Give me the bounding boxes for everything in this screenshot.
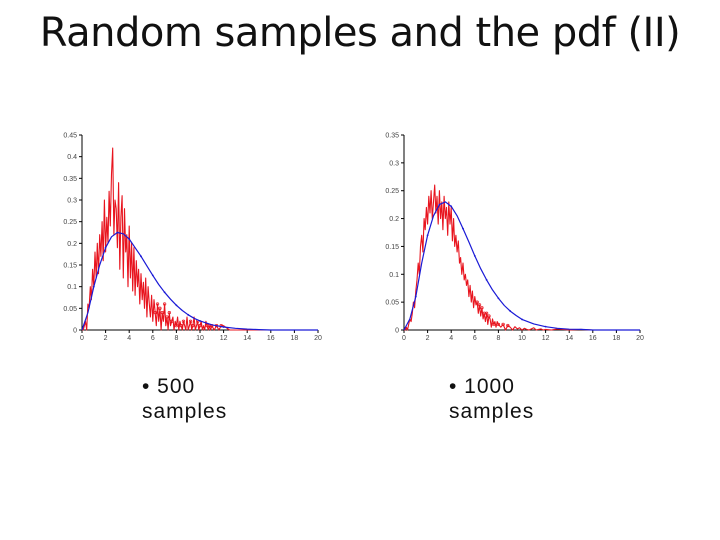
x-tick-label: 8	[496, 335, 500, 342]
sample-point	[484, 311, 489, 315]
pdf-point	[426, 234, 429, 237]
pdf-point	[92, 285, 95, 288]
pdf-point	[438, 203, 441, 206]
pdf-point	[497, 297, 500, 300]
sample-point	[155, 302, 160, 306]
sample-point	[167, 311, 171, 315]
pdf-point	[544, 325, 547, 328]
y-tick-label: 0.05	[63, 306, 77, 313]
caption-unit: samples	[449, 400, 535, 423]
pdf-point	[473, 255, 476, 257]
x-tick-label: 10	[518, 335, 526, 342]
y-tick-label: 0.4	[67, 154, 77, 161]
pdf-point	[175, 304, 178, 307]
x-tick-label: 18	[291, 335, 299, 342]
x-tick-label: 16	[267, 335, 275, 342]
pdf-point	[187, 313, 190, 316]
caption-count: • 1000	[449, 375, 515, 398]
pdf-point	[104, 246, 107, 249]
sample-point	[170, 319, 174, 323]
pdf-line	[81, 231, 318, 331]
chart-500-samples: 0 0.05 0.1 0.15 0.2 0.25 0.3 0.35 0.4 0.45 0 2 4 6 8 10…	[63, 133, 322, 343]
caption-500-samples: • 500 samples	[142, 374, 227, 424]
y-tick-label: 0.25	[385, 188, 399, 195]
pdf-point	[199, 320, 201, 322]
x-tick-label: 6	[151, 335, 155, 342]
x-tick-label: 4	[127, 335, 131, 342]
x-tick-label: 8	[174, 335, 178, 342]
sample-point	[188, 319, 193, 323]
x-tick-label: 16	[589, 335, 597, 342]
pdf-point	[414, 295, 417, 298]
y-tick-label: 0.1	[389, 272, 399, 279]
sample-point	[487, 314, 491, 318]
sample-point	[158, 306, 162, 310]
sample-point	[198, 324, 202, 328]
x-tick-label: 4	[449, 335, 453, 342]
x-tick-label: 20	[314, 335, 322, 342]
sample-point	[506, 323, 510, 328]
sample-point	[492, 322, 496, 327]
x-tick-label: 2	[104, 335, 108, 342]
x-tick-label: 10	[196, 335, 204, 342]
x-tick-label: 14	[243, 335, 251, 342]
pdf-point	[163, 291, 166, 294]
x-tick-label: 0	[80, 335, 84, 342]
sample-point	[179, 324, 183, 328]
caption-1000-samples: • 1000 samples	[449, 374, 534, 424]
sample-point	[475, 300, 479, 304]
pdf-point	[222, 326, 225, 328]
caption-count: • 500	[142, 375, 196, 398]
y-tick-label: 0.3	[389, 160, 399, 167]
pdf-point	[509, 310, 512, 312]
y-tick-label: 0.35	[385, 133, 399, 140]
sample-point	[501, 322, 505, 327]
pdf-line	[403, 201, 640, 331]
x-tick-label: 20	[636, 335, 644, 342]
pdf-point	[151, 274, 154, 277]
y-tick-label: 0.1	[67, 284, 77, 291]
y-tick-label: 0.35	[63, 176, 77, 183]
pdf-point	[450, 205, 453, 208]
x-tick-label: 12	[220, 335, 228, 342]
caption-unit: samples	[142, 400, 228, 423]
x-tick-label: 18	[613, 335, 621, 342]
y-tick-label: 0	[73, 328, 77, 335]
pdf-point	[116, 231, 119, 234]
sample-point	[162, 302, 167, 306]
slide-title: Random samples and the pdf (II)	[39, 10, 681, 56]
x-tick-label: 6	[473, 335, 477, 342]
pdf-point	[128, 238, 131, 240]
chart-1000-samples: 0 0.05 0.1 0.15 0.2 0.25 0.3 0.35 0 2 4 6 8 10 12 14 16 1…	[385, 133, 644, 343]
y-tick-label: 0.2	[389, 216, 399, 223]
sample-point	[477, 303, 482, 307]
sample-point	[480, 306, 484, 310]
y-tick-label: 0	[395, 328, 399, 335]
pdf-point	[521, 318, 523, 321]
x-tick-label: 0	[402, 335, 406, 342]
y-tick-label: 0.25	[63, 219, 77, 226]
y-tick-label: 0.15	[63, 263, 77, 270]
pdf-point	[462, 227, 464, 230]
y-tick-label: 0.45	[63, 133, 77, 140]
x-tick-label: 14	[565, 335, 573, 342]
sample-point	[153, 311, 157, 315]
pdf-point	[485, 278, 488, 281]
pdf-point	[140, 255, 142, 258]
sample-point	[160, 311, 164, 315]
sample-point	[174, 324, 179, 328]
samples-line	[82, 147, 318, 331]
sample-point	[165, 315, 169, 319]
y-tick-label: 0.2	[67, 241, 77, 248]
y-tick-label: 0.3	[67, 198, 77, 205]
x-tick-label: 2	[426, 335, 430, 342]
y-tick-label: 0.15	[385, 244, 399, 251]
sample-point	[496, 322, 501, 327]
sample-point	[181, 319, 186, 323]
y-tick-label: 0.05	[385, 300, 399, 307]
sample-point	[191, 324, 195, 328]
samples-line	[404, 184, 640, 331]
x-tick-label: 12	[542, 335, 550, 342]
